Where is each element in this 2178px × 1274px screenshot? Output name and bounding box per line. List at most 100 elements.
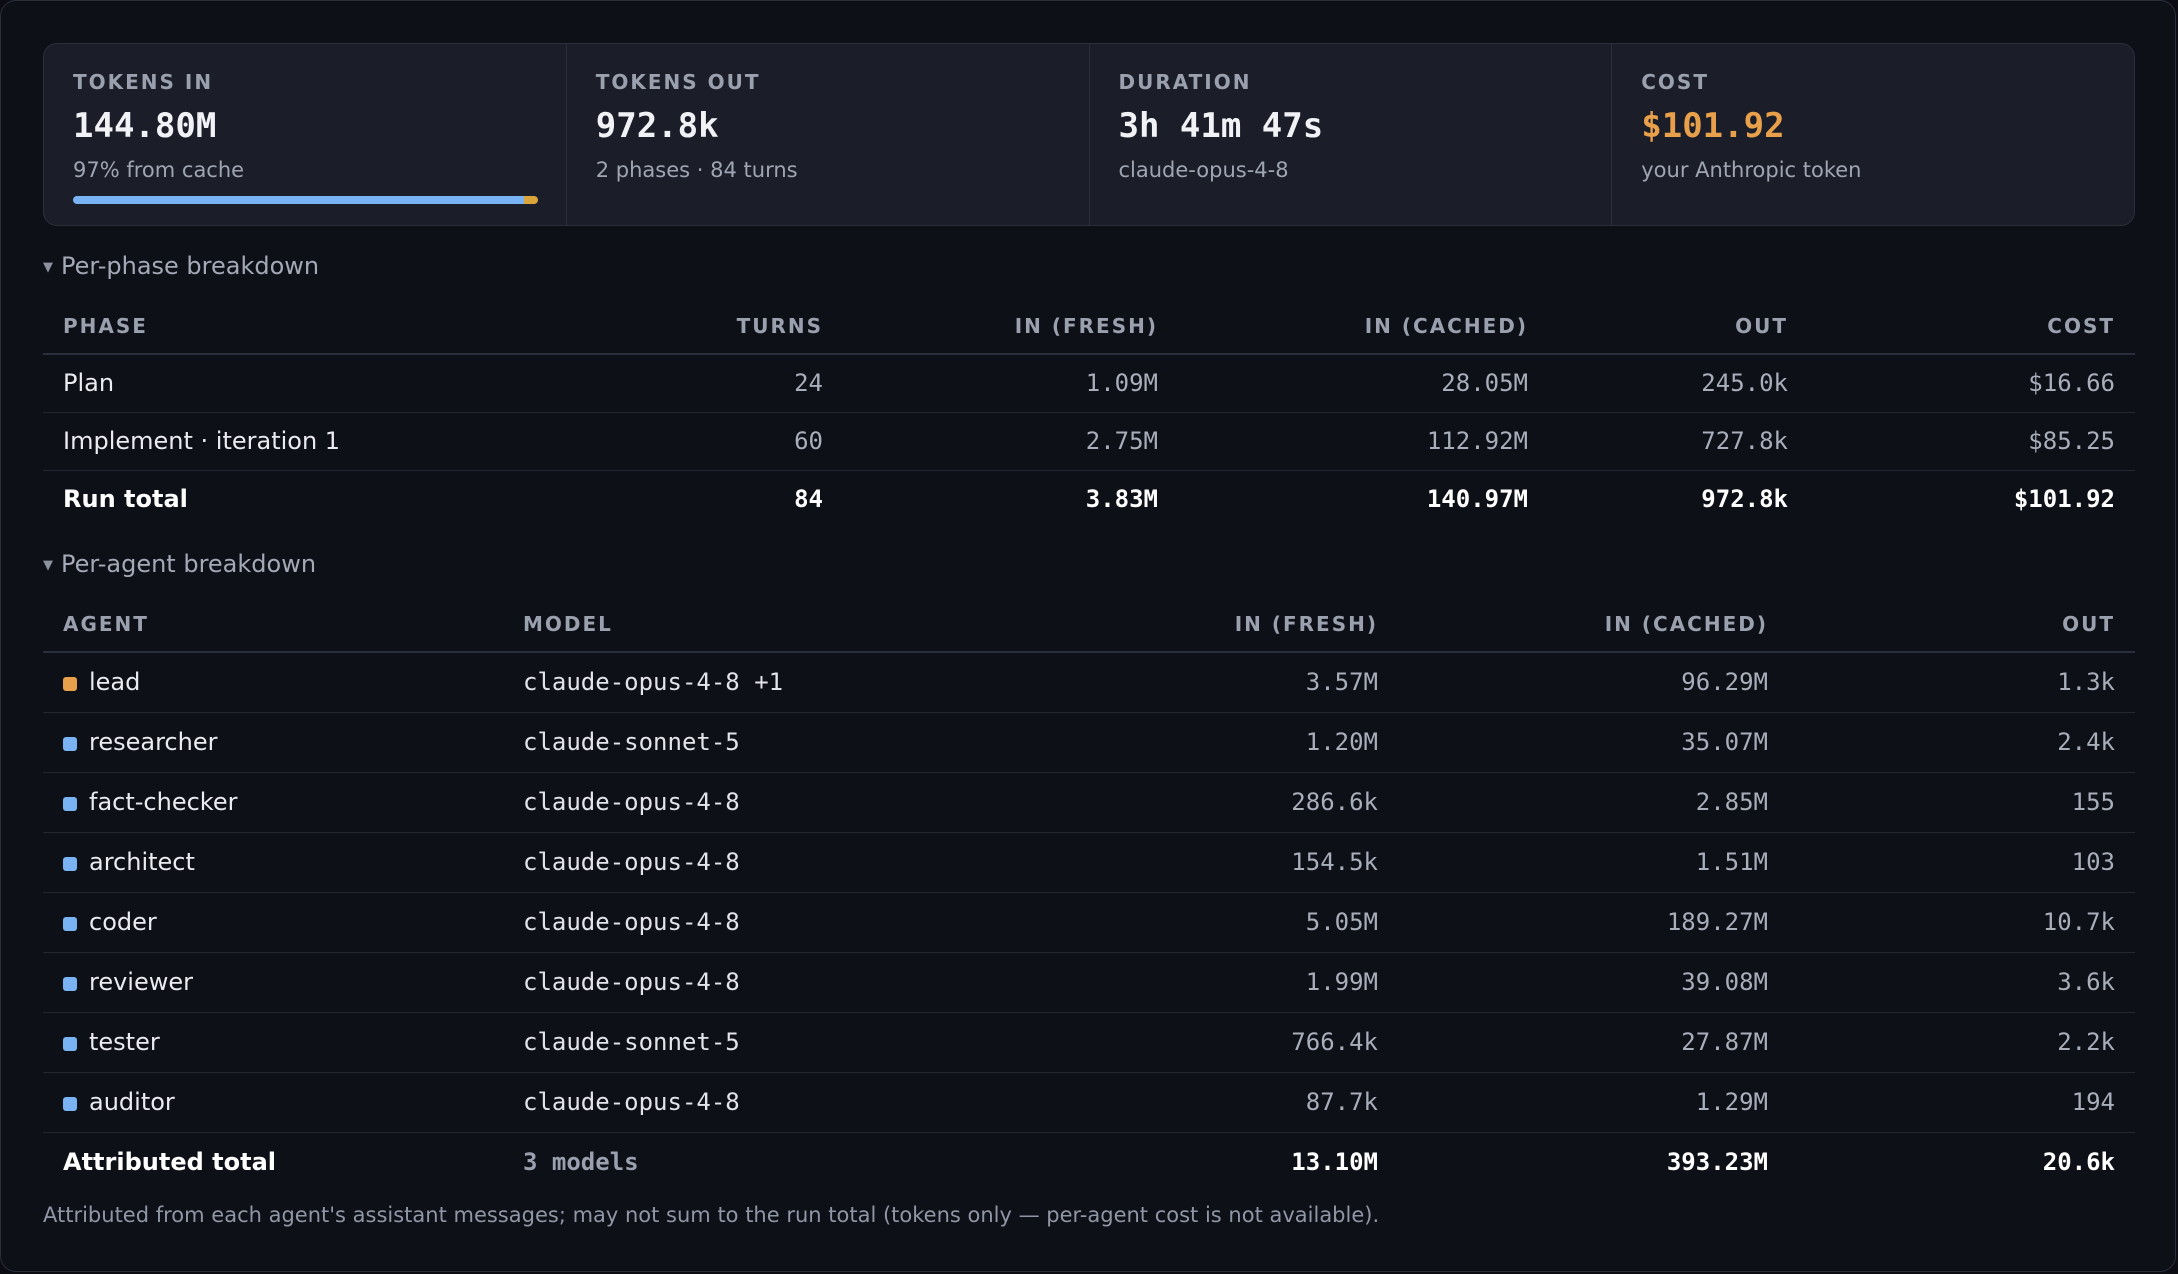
agent-model: claude-opus-4-8 (503, 832, 1003, 893)
agent-in-cached: 39.08M (1398, 952, 1788, 1013)
table-row: Plan 24 1.09M 28.05M 245.0k $16.66 (43, 354, 2135, 413)
agent-in-cached: 27.87M (1398, 1012, 1788, 1073)
col-in-fresh: IN (FRESH) (843, 298, 1178, 355)
col-in-cached: IN (CACHED) (1398, 596, 1788, 653)
phase-table: PHASE TURNS IN (FRESH) IN (CACHED) OUT C… (43, 298, 2135, 528)
agent-name: tester (89, 1028, 160, 1056)
phase-out: 727.8k (1548, 412, 1808, 471)
phase-cost: $16.66 (1808, 354, 2135, 413)
agent-color-swatch (63, 917, 77, 931)
stat-sub: 97% from cache (73, 158, 245, 182)
agent-out: 103 (1788, 832, 2135, 893)
col-out: OUT (1788, 596, 2135, 653)
agent-in-fresh: 286.6k (1003, 772, 1398, 833)
stat-label: DURATION (1118, 70, 1252, 94)
agent-in-fresh: 3.57M (1003, 652, 1398, 713)
col-cost: COST (1808, 298, 2135, 355)
agent-color-swatch (63, 1097, 77, 1111)
stat-value: 3h 41m 47s (1118, 106, 1324, 146)
agent-section-toggle[interactable]: ▼ Per-agent breakdown (43, 550, 316, 578)
stat-sub: 2 phases · 84 turns (595, 158, 798, 182)
caret-down-icon: ▼ (43, 260, 53, 275)
phase-name: Plan (43, 354, 603, 413)
stat-label: TOKENS OUT (595, 70, 761, 94)
phase-section-toggle[interactable]: ▼ Per-phase breakdown (43, 252, 319, 280)
total-label: Attributed total (63, 1148, 276, 1177)
agent-in-cached: 1.29M (1398, 1072, 1788, 1133)
total-in-cached: 393.23M (1666, 1148, 1768, 1177)
agent-section-title: Per-agent breakdown (61, 550, 317, 578)
col-in-fresh: IN (FRESH) (1003, 596, 1398, 653)
agent-name: fact-checker (89, 788, 238, 816)
phase-turns: 24 (603, 354, 843, 413)
table-row: reviewer claude-opus-4-8 1.99M 39.08M 3.6k (43, 952, 2135, 1013)
stat-cost: COST $101.92 your Anthropic token (1612, 44, 2134, 225)
agent-model: claude-opus-4-8 (503, 952, 1003, 1013)
agent-out: 2.2k (1788, 1012, 2135, 1073)
table-row: lead claude-opus-4-8 +1 3.57M 96.29M 1.3k (43, 652, 2135, 713)
total-turns: 84 (794, 485, 823, 514)
table-row: auditor claude-opus-4-8 87.7k 1.29M 194 (43, 1072, 2135, 1133)
agent-name: researcher (89, 728, 218, 756)
col-agent: AGENT (43, 596, 503, 653)
total-label: Run total (63, 485, 188, 514)
agent-in-cached: 1.51M (1398, 832, 1788, 893)
agent-out: 3.6k (1788, 952, 2135, 1013)
agent-name: auditor (89, 1088, 175, 1116)
phase-section-title: Per-phase breakdown (61, 252, 320, 280)
caret-down-icon: ▼ (43, 558, 53, 573)
run-total-row: Run total 84 3.83M 140.97M 972.8k $101.9… (43, 470, 2135, 528)
total-out: 972.8k (1701, 485, 1788, 514)
agent-cell: reviewer (43, 952, 503, 1013)
agent-color-swatch (63, 857, 77, 871)
stat-label: TOKENS IN (73, 70, 214, 94)
col-out: OUT (1548, 298, 1808, 355)
stat-value: $101.92 (1641, 106, 1785, 146)
stat-tokens-out: TOKENS OUT 972.8k 2 phases · 84 turns (567, 44, 1090, 225)
agent-color-swatch (63, 1037, 77, 1051)
agent-out: 1.3k (1788, 652, 2135, 713)
agent-cell: auditor (43, 1072, 503, 1133)
agent-model: claude-opus-4-8 (503, 892, 1003, 953)
agent-cell: architect (43, 832, 503, 893)
agent-in-fresh: 87.7k (1003, 1072, 1398, 1133)
agent-in-fresh: 5.05M (1003, 892, 1398, 953)
agent-out: 194 (1788, 1072, 2135, 1133)
agent-color-swatch (63, 677, 77, 692)
phase-turns: 60 (603, 412, 843, 471)
phase-in-fresh: 2.75M (843, 412, 1178, 471)
agent-in-cached: 2.85M (1398, 772, 1788, 833)
agent-color-swatch (63, 977, 77, 991)
agent-in-fresh: 1.20M (1003, 712, 1398, 773)
agent-in-fresh: 766.4k (1003, 1012, 1398, 1073)
col-model: MODEL (503, 596, 1003, 653)
agent-table: AGENT MODEL IN (FRESH) IN (CACHED) OUT l… (43, 596, 2135, 1192)
col-in-cached: IN (CACHED) (1178, 298, 1548, 355)
agent-in-cached: 96.29M (1398, 652, 1788, 713)
footnote: Attributed from each agent's assistant m… (43, 1203, 1380, 1227)
stat-value: 144.80M (73, 106, 217, 146)
agent-model: claude-sonnet-5 (503, 712, 1003, 773)
total-in-fresh: 3.83M (1085, 485, 1158, 514)
agent-out: 155 (1788, 772, 2135, 833)
agent-cell: lead (43, 652, 503, 713)
agent-color-swatch (63, 797, 77, 811)
total-in-fresh: 13.10M (1291, 1148, 1378, 1177)
agent-cell: fact-checker (43, 772, 503, 833)
agent-name: architect (89, 848, 195, 876)
agent-in-cached: 35.07M (1398, 712, 1788, 773)
table-row: fact-checker claude-opus-4-8 286.6k 2.85M 15… (43, 772, 2135, 833)
agent-in-cached: 189.27M (1398, 892, 1788, 953)
cache-progress-bar (73, 196, 538, 204)
stat-sub: your Anthropic token (1641, 158, 1862, 182)
total-models: 3 models (523, 1148, 639, 1177)
agent-name: reviewer (89, 968, 194, 996)
phase-out: 245.0k (1548, 354, 1808, 413)
agent-model: claude-opus-4-8 +1 (503, 652, 1003, 713)
stat-sub: claude-opus-4-8 (1118, 158, 1289, 182)
total-in-cached: 140.97M (1426, 485, 1528, 514)
table-row: Implement · iteration 1 60 2.75M 112.92M… (43, 412, 2135, 471)
agent-cell: tester (43, 1012, 503, 1073)
agent-cell: coder (43, 892, 503, 953)
stat-value: 972.8k (595, 106, 719, 146)
